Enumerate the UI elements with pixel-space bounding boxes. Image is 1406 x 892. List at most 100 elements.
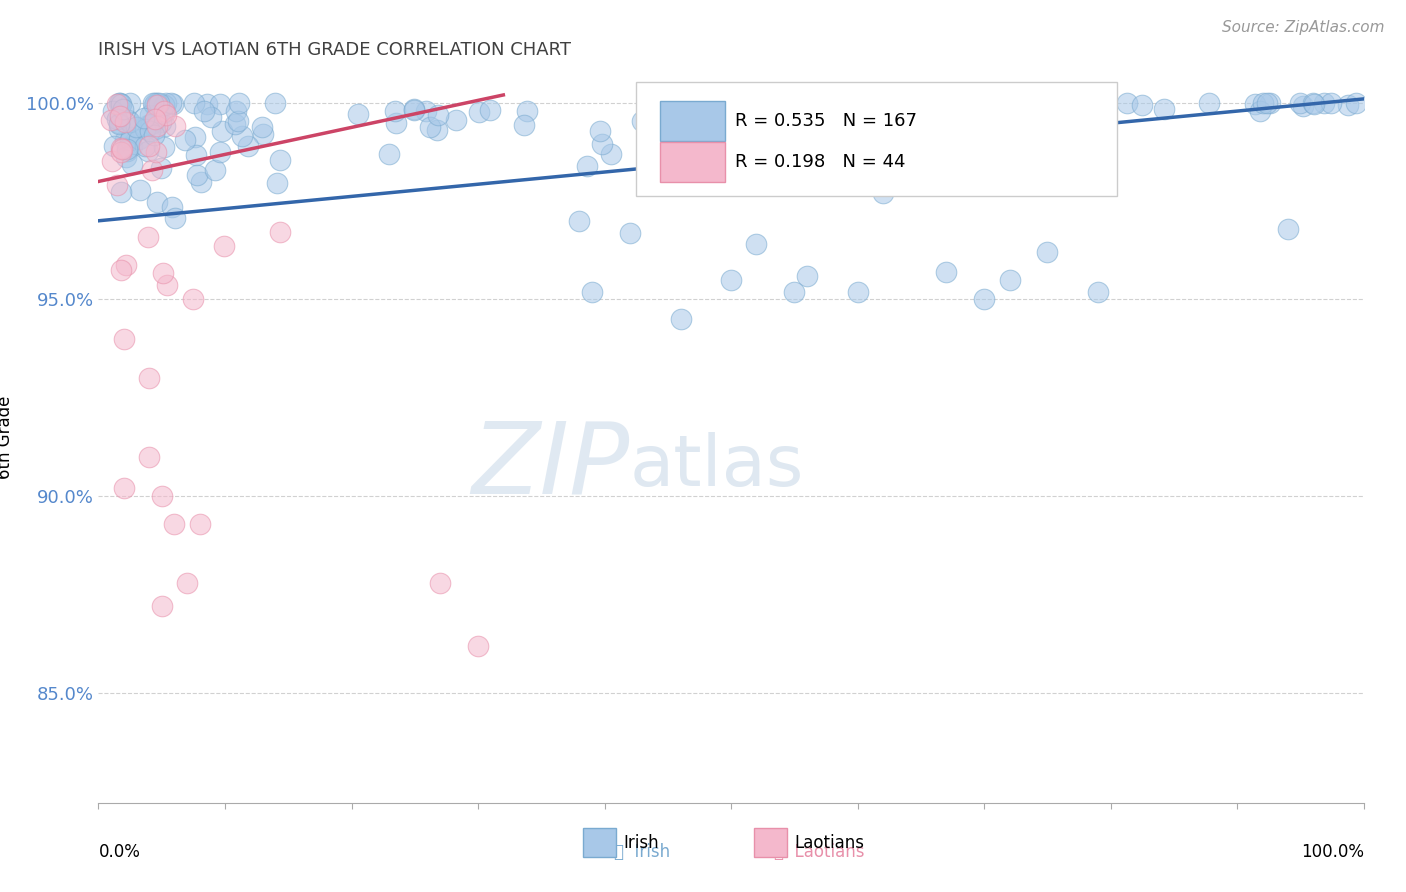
Point [576,159,599,173]
Point [1319,95,1341,110]
Point [146,119,169,133]
Point [138,450,160,464]
Point [120,130,142,145]
Point [193,103,215,118]
Text: ⬜  Laotians: ⬜ Laotians [775,843,865,861]
Point [139,117,162,131]
Point [120,115,142,129]
Point [1132,97,1154,112]
Point [703,108,725,122]
Point [115,258,138,272]
Point [110,263,132,277]
Point [146,98,169,112]
Text: ⬜  Irish: ⬜ Irish [614,843,671,861]
Point [266,176,288,190]
Point [1045,101,1067,115]
Point [163,119,186,133]
Point [250,120,273,134]
Point [935,265,957,279]
Point [112,481,135,495]
Point [145,194,167,209]
Point [851,100,873,114]
Point [110,97,132,112]
Point [647,122,669,136]
Point [415,103,437,118]
Point [143,128,166,143]
Point [153,119,176,133]
Point [830,99,852,113]
Point [1258,95,1281,110]
Point [849,96,872,111]
Point [115,142,138,156]
Point [378,147,401,161]
Point [699,109,721,123]
Point [107,121,129,136]
Point [264,95,287,110]
Point [200,110,222,124]
FancyBboxPatch shape [661,102,725,141]
Point [468,104,491,119]
Point [176,575,198,590]
Point [136,230,159,244]
Point [150,114,173,128]
Point [134,122,156,136]
Point [209,97,232,112]
Point [143,98,166,112]
Point [672,116,695,130]
FancyBboxPatch shape [636,82,1116,195]
Point [876,95,898,110]
Point [1303,97,1326,112]
Point [1064,95,1087,110]
Point [589,124,612,138]
Point [1087,285,1109,299]
Point [1243,97,1265,112]
Point [153,140,176,154]
Point [134,111,156,125]
Point [973,293,995,307]
Point [718,115,741,129]
Point [1312,95,1334,110]
Point [998,273,1021,287]
Point [820,95,842,110]
Point [226,113,249,128]
Point [142,95,165,110]
Point [745,237,768,252]
Point [702,103,724,117]
Text: R = 0.198   N = 44: R = 0.198 N = 44 [735,153,905,171]
Point [872,186,894,201]
Point [155,95,177,110]
Point [516,104,538,119]
Text: atlas: atlas [630,432,804,500]
FancyBboxPatch shape [661,143,725,182]
Point [184,148,207,162]
Point [942,95,965,110]
Point [114,133,136,147]
Point [146,108,169,122]
Point [1249,104,1271,119]
Point [1277,221,1299,235]
Point [429,575,451,590]
Point [796,268,818,283]
Point [986,95,1008,110]
Point [714,120,737,134]
Point [846,285,869,299]
Point [128,132,150,146]
Point [112,332,135,346]
Point [143,95,166,110]
Point [117,112,139,127]
Point [581,285,603,299]
Point [105,112,128,126]
Point [143,112,166,126]
Point [699,107,721,121]
Point [214,239,236,253]
Point [148,95,170,110]
Point [568,214,591,228]
Point [1028,95,1050,110]
Point [630,114,652,128]
Point [138,138,160,153]
Point [183,95,205,110]
Point [600,147,623,161]
Text: IRISH VS LAOTIAN 6TH GRADE CORRELATION CHART: IRISH VS LAOTIAN 6TH GRADE CORRELATION C… [98,41,571,59]
Point [163,516,186,531]
Point [252,128,274,142]
